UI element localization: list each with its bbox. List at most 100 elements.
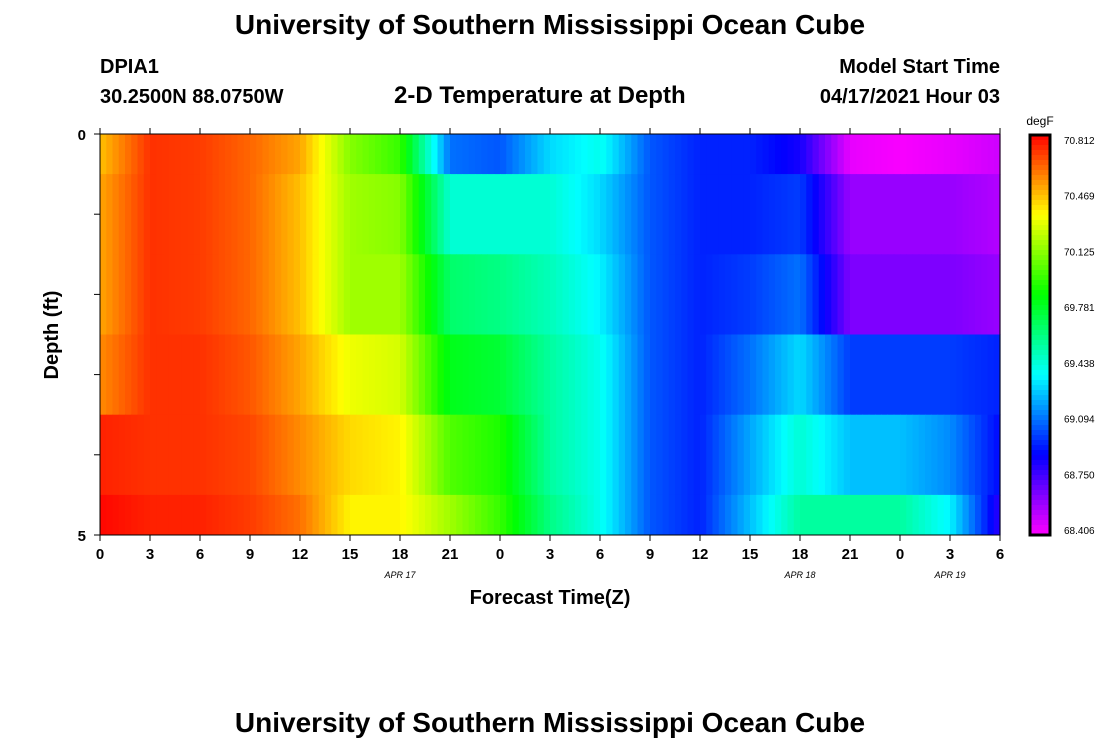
heatmap-cell (862, 174, 870, 255)
heatmap-cell (768, 134, 776, 175)
heatmap-cell (437, 134, 445, 175)
heatmap-cell (631, 174, 639, 255)
heatmap-cell (625, 174, 632, 255)
heatmap-cell (243, 174, 251, 255)
heatmap-cell (468, 414, 476, 496)
heatmap-cell (612, 494, 620, 536)
heatmap-cell (275, 254, 282, 335)
heatmap-cell (531, 494, 539, 536)
heatmap-cell (668, 134, 676, 175)
colorbar-segment (1030, 260, 1050, 266)
heatmap-cell (906, 494, 914, 536)
heatmap-cell (887, 134, 895, 175)
heatmap-cell (512, 494, 520, 536)
heatmap-cell (268, 414, 276, 496)
y-axis: 0 5 Depth (ft) (41, 127, 100, 545)
colorbar-segment (1030, 375, 1050, 381)
heatmap-cell (231, 254, 239, 335)
colorbar-segment (1030, 395, 1050, 401)
heatmap-cell (612, 174, 620, 255)
heatmap-cell (850, 334, 857, 416)
heatmap-cell (237, 334, 245, 416)
heatmap-cell (237, 174, 245, 255)
heatmap-cell (768, 494, 776, 536)
heatmap-cell (662, 334, 670, 416)
heatmap-cell (950, 254, 957, 335)
heatmap-cell (106, 254, 114, 335)
heatmap-cell (237, 414, 245, 496)
colorbar-segment (1030, 340, 1050, 346)
heatmap-cell (100, 334, 107, 416)
heatmap-cell (231, 414, 239, 496)
heatmap-cell (331, 134, 339, 175)
heatmap-cell (737, 134, 745, 175)
heatmap-cell (218, 334, 226, 416)
heatmap-cell (281, 254, 289, 335)
heatmap-cell (331, 254, 339, 335)
heatmap-cell (200, 334, 207, 416)
heatmap-cell (662, 414, 670, 496)
heatmap-cell (906, 334, 914, 416)
heatmap-cell (187, 174, 195, 255)
heatmap-cell (175, 494, 182, 536)
heatmap-cell (906, 414, 914, 496)
heatmap-cell (456, 334, 464, 416)
heatmap-cell (556, 414, 564, 496)
heatmap-cell (387, 334, 395, 416)
heatmap-cell (618, 134, 626, 175)
heatmap-cell (581, 254, 589, 335)
heatmap-cell (512, 334, 520, 416)
heatmap-cell (875, 414, 882, 496)
heatmap-cell (112, 494, 120, 536)
heatmap-cell (500, 414, 507, 496)
heatmap-cell (406, 414, 414, 496)
heatmap-cell (150, 134, 157, 175)
heatmap-cell (337, 174, 345, 255)
heatmap-cell (918, 174, 926, 255)
heatmap-cell (350, 134, 357, 175)
colorbar-segment (1030, 495, 1050, 501)
heatmap-cell (631, 334, 639, 416)
heatmap-cell (837, 174, 845, 255)
heatmap-cell (550, 254, 557, 335)
heatmap-cell (725, 254, 732, 335)
heatmap-cell (325, 174, 332, 255)
heatmap-cell (881, 174, 889, 255)
heatmap-cell (581, 494, 589, 536)
heatmap-cell (675, 134, 682, 175)
heatmap-cell (281, 414, 289, 496)
heatmap-cell (381, 254, 389, 335)
heatmap-cell (100, 174, 107, 255)
heatmap-cell (637, 334, 645, 416)
heatmap-cell (587, 134, 595, 175)
heatmap-cell (787, 414, 795, 496)
heatmap-cell (431, 494, 439, 536)
heatmap-cell (562, 414, 570, 496)
heatmap-cell (618, 174, 626, 255)
colorbar-segment (1030, 145, 1050, 151)
heatmap-cell (293, 134, 301, 175)
colorbar-segment (1030, 210, 1050, 216)
heatmap-cell (681, 414, 689, 496)
heatmap-cell (412, 414, 420, 496)
heatmap-cell (993, 254, 1001, 335)
heatmap-cell (456, 134, 464, 175)
x-tick-label: 12 (692, 546, 709, 563)
colorbar-segment (1030, 460, 1050, 466)
heatmap-cell (943, 254, 951, 335)
heatmap-cell (868, 334, 876, 416)
heatmap-cell (537, 254, 545, 335)
heatmap-cell (137, 134, 145, 175)
heatmap-cell (756, 254, 764, 335)
heatmap-cell (675, 414, 682, 496)
heatmap-cell (781, 254, 789, 335)
heatmap-cell (281, 134, 289, 175)
heatmap-cell (650, 334, 657, 416)
heatmap-cell (318, 334, 326, 416)
heatmap-cell (437, 174, 445, 255)
heatmap-cell (225, 254, 232, 335)
heatmap-cell (200, 174, 207, 255)
heatmap-cell (218, 174, 226, 255)
heatmap-cell (987, 494, 995, 536)
heatmap-cell (687, 254, 695, 335)
